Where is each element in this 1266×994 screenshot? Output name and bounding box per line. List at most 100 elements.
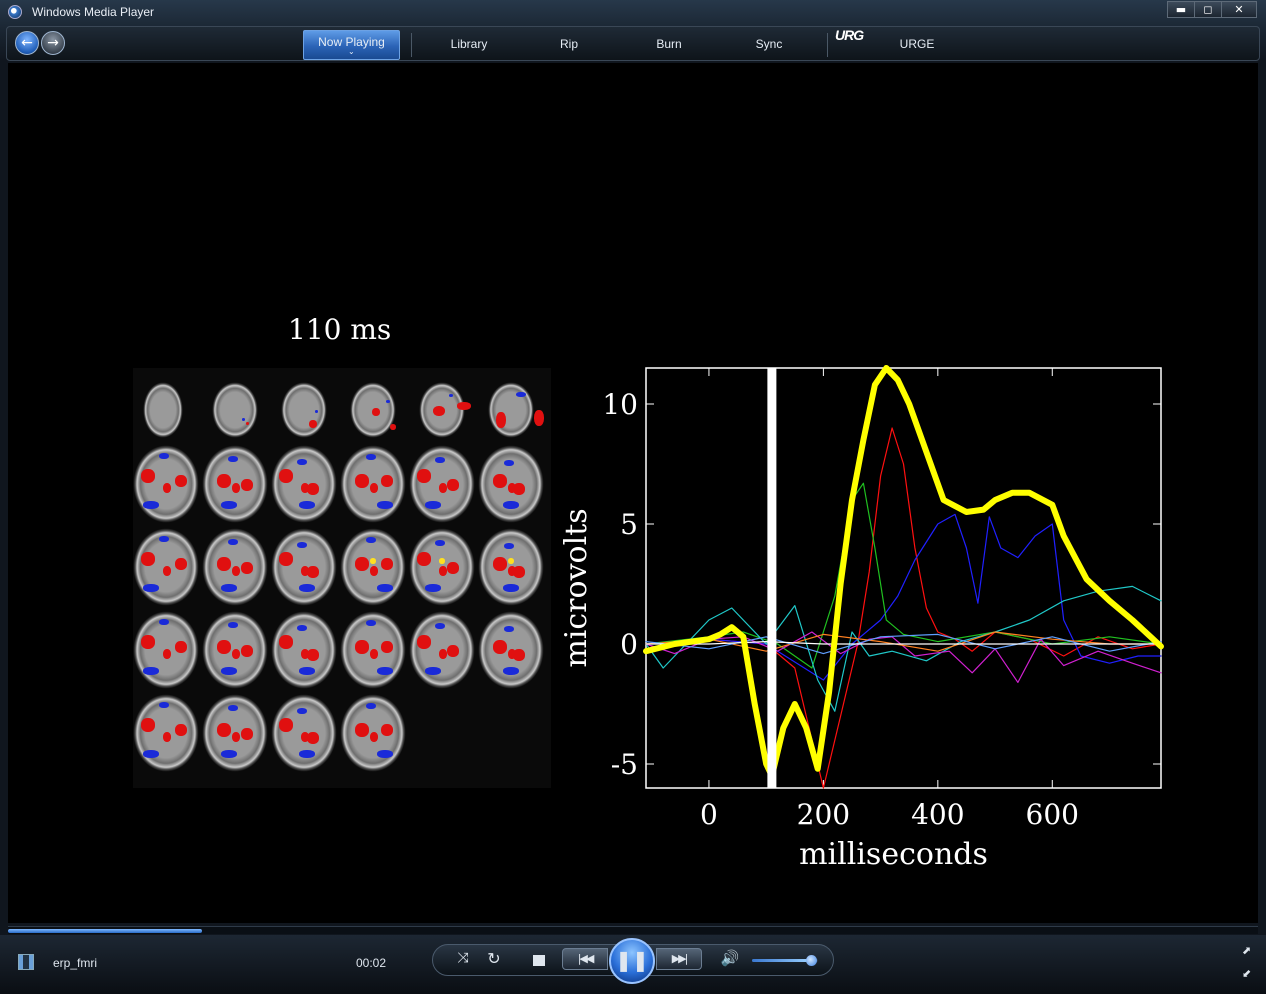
tab-separator (827, 33, 828, 57)
shuffle-button[interactable]: ⤨ (457, 950, 469, 966)
fullscreen-button[interactable]: ⬈ (1242, 944, 1252, 957)
y-tick-label: 0 (620, 628, 638, 661)
activation-blob (390, 424, 396, 430)
activation-blob (241, 479, 253, 491)
pause-button[interactable]: ❚❚ (609, 938, 655, 984)
brain-slice (478, 528, 544, 606)
deactivation-blob (503, 667, 519, 675)
activation-blob (447, 562, 459, 574)
deactivation-blob (516, 392, 526, 397)
brain-slice (202, 694, 268, 772)
brain-slice (133, 694, 199, 772)
activation-blob (217, 557, 231, 571)
y-axis-label: microvolts (559, 508, 594, 667)
activation-blob (513, 566, 525, 578)
activation-blob (355, 557, 369, 571)
brain-slice (281, 382, 327, 438)
deactivation-blob (221, 584, 237, 592)
deactivation-blob (159, 536, 169, 542)
activation-blob (381, 558, 393, 570)
minimize-button[interactable]: ▬ (1167, 1, 1195, 18)
volume-knob[interactable] (806, 955, 818, 966)
stop-button[interactable] (533, 955, 545, 966)
deactivation-blob (386, 400, 390, 403)
activation-blob (217, 723, 231, 737)
deactivation-blob (228, 705, 238, 711)
activation-blob (141, 469, 155, 483)
deactivation-blob (366, 537, 376, 543)
activation-blob (141, 718, 155, 732)
x-tick-label: 200 (797, 798, 850, 831)
brain-slice (340, 445, 406, 523)
deactivation-blob (297, 625, 307, 631)
series-line (645, 631, 1162, 652)
activation-blob (417, 469, 431, 483)
brain-slice (409, 445, 475, 523)
activation-blob (370, 732, 378, 742)
series-line (645, 641, 1162, 645)
forward-button[interactable]: → (41, 31, 65, 55)
brain-slice (350, 382, 396, 438)
activation-blob (175, 724, 187, 736)
series-line (645, 427, 1162, 789)
previous-button[interactable]: |◀◀ (562, 948, 608, 970)
activation-blob (513, 649, 525, 661)
activation-blob (355, 640, 369, 654)
volume-slider[interactable] (752, 955, 818, 966)
activation-blob (217, 640, 231, 654)
tab-urge[interactable]: URGE (899, 37, 935, 51)
title-bar[interactable]: Windows Media Player ▬ ◻ ✕ (0, 0, 1266, 24)
activation-blob (381, 724, 393, 736)
deactivation-blob (366, 620, 376, 626)
tab-rip[interactable]: Rip (559, 37, 578, 51)
brain-slice (133, 528, 199, 606)
activation-blob (241, 562, 253, 574)
activation-blob (355, 723, 369, 737)
deactivation-blob (377, 584, 393, 592)
y-tick-label: 10 (602, 388, 638, 421)
video-display[interactable]: 110 ms 0 200 400 600 -5 0 5 10 milliseconds micro… (8, 63, 1258, 923)
activation-blob (370, 483, 378, 493)
chevron-down-icon[interactable]: ⌄ (348, 47, 355, 56)
maximize-button[interactable]: ◻ (1194, 1, 1222, 18)
repeat-button[interactable]: ↻ (487, 949, 501, 968)
seek-bar[interactable] (8, 926, 1258, 934)
close-button[interactable]: ✕ (1221, 1, 1257, 18)
activation-blob (439, 558, 445, 564)
activation-blob (307, 732, 319, 744)
mute-button[interactable]: 🔊 (720, 949, 740, 967)
tab-sync[interactable]: Sync (755, 37, 783, 51)
deactivation-blob (366, 703, 376, 709)
activation-blob (417, 635, 431, 649)
playback-control-bar: erp_fmri 00:02 ⤨ ↻ |◀◀ ❚❚ ▶▶| 🔊 ⬈ ⬋ (0, 935, 1266, 994)
deactivation-blob (297, 542, 307, 548)
tab-now-playing-label: Now Playing (318, 35, 385, 49)
tab-separator (411, 33, 412, 57)
activation-blob (141, 635, 155, 649)
brain-slice (271, 694, 337, 772)
activation-blob (279, 635, 293, 649)
brain-slice (478, 611, 544, 689)
tab-burn[interactable]: Burn (656, 37, 682, 51)
activation-blob (217, 474, 231, 488)
tab-library[interactable]: Library (450, 37, 488, 51)
activation-blob (307, 649, 319, 661)
deactivation-blob (425, 667, 441, 675)
deactivation-blob (435, 457, 445, 463)
next-button[interactable]: ▶▶| (656, 948, 702, 970)
brain-slice (202, 445, 268, 523)
tab-now-playing[interactable]: Now Playing ⌄ (303, 30, 400, 60)
activation-blob (508, 558, 514, 564)
activation-blob (447, 479, 459, 491)
activation-blob (232, 566, 240, 576)
deactivation-blob (159, 453, 169, 459)
now-playing-title: erp_fmri (53, 956, 98, 970)
brain-slice (419, 382, 471, 438)
back-button[interactable]: ← (15, 31, 39, 55)
deactivation-blob (143, 750, 159, 758)
switch-to-compact-mode-button[interactable]: ⬋ (1242, 967, 1252, 980)
brain-slice (271, 445, 337, 523)
activation-blob (447, 645, 459, 657)
brain-slice-grid (133, 368, 551, 788)
